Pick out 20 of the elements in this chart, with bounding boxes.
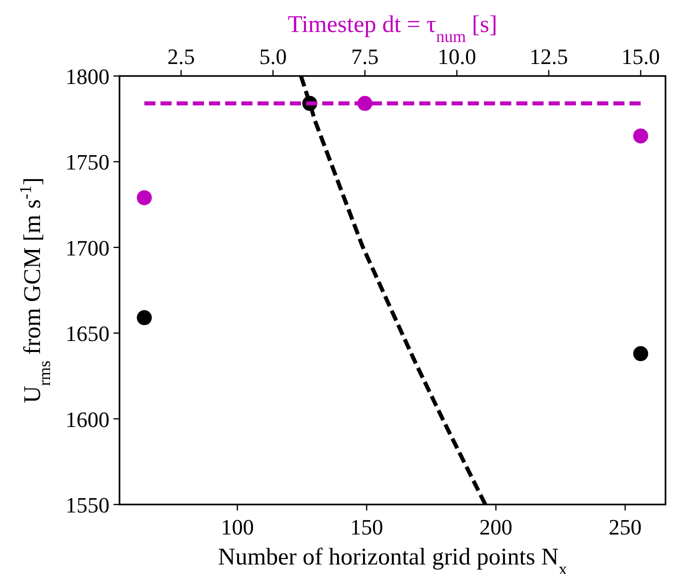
y-tick-label: 1650	[66, 321, 110, 346]
y-tick-label: 1750	[66, 150, 110, 175]
point	[136, 310, 152, 326]
point	[633, 346, 648, 362]
y-tick-label: 1550	[66, 492, 110, 518]
x-tick-label: 200	[479, 514, 512, 540]
x2-axis-title: Timestep dt = τ$_{num}$ [s]	[288, 12, 498, 46]
x2-tick-label: 2.5	[167, 44, 195, 69]
x2-tick-label: 12.5	[530, 44, 568, 69]
x-tick-label: 150	[350, 514, 384, 540]
x-tick-label: 100	[220, 514, 254, 540]
x2-tick-label: 15.0	[621, 44, 660, 69]
x2-tick-label: 10.0	[438, 44, 476, 69]
x-tick-label: 250	[608, 514, 642, 540]
y-tick-label: 1600	[66, 406, 110, 432]
x2-tick-label: 7.5	[351, 44, 379, 69]
x-axis-title: Number of horizontal grid points N$_{x}$	[218, 544, 568, 574]
y-tick-label: 1800	[66, 64, 110, 89]
x2-tick-label: 5.0	[259, 44, 287, 69]
y-tick-label: 1700	[66, 235, 110, 260]
